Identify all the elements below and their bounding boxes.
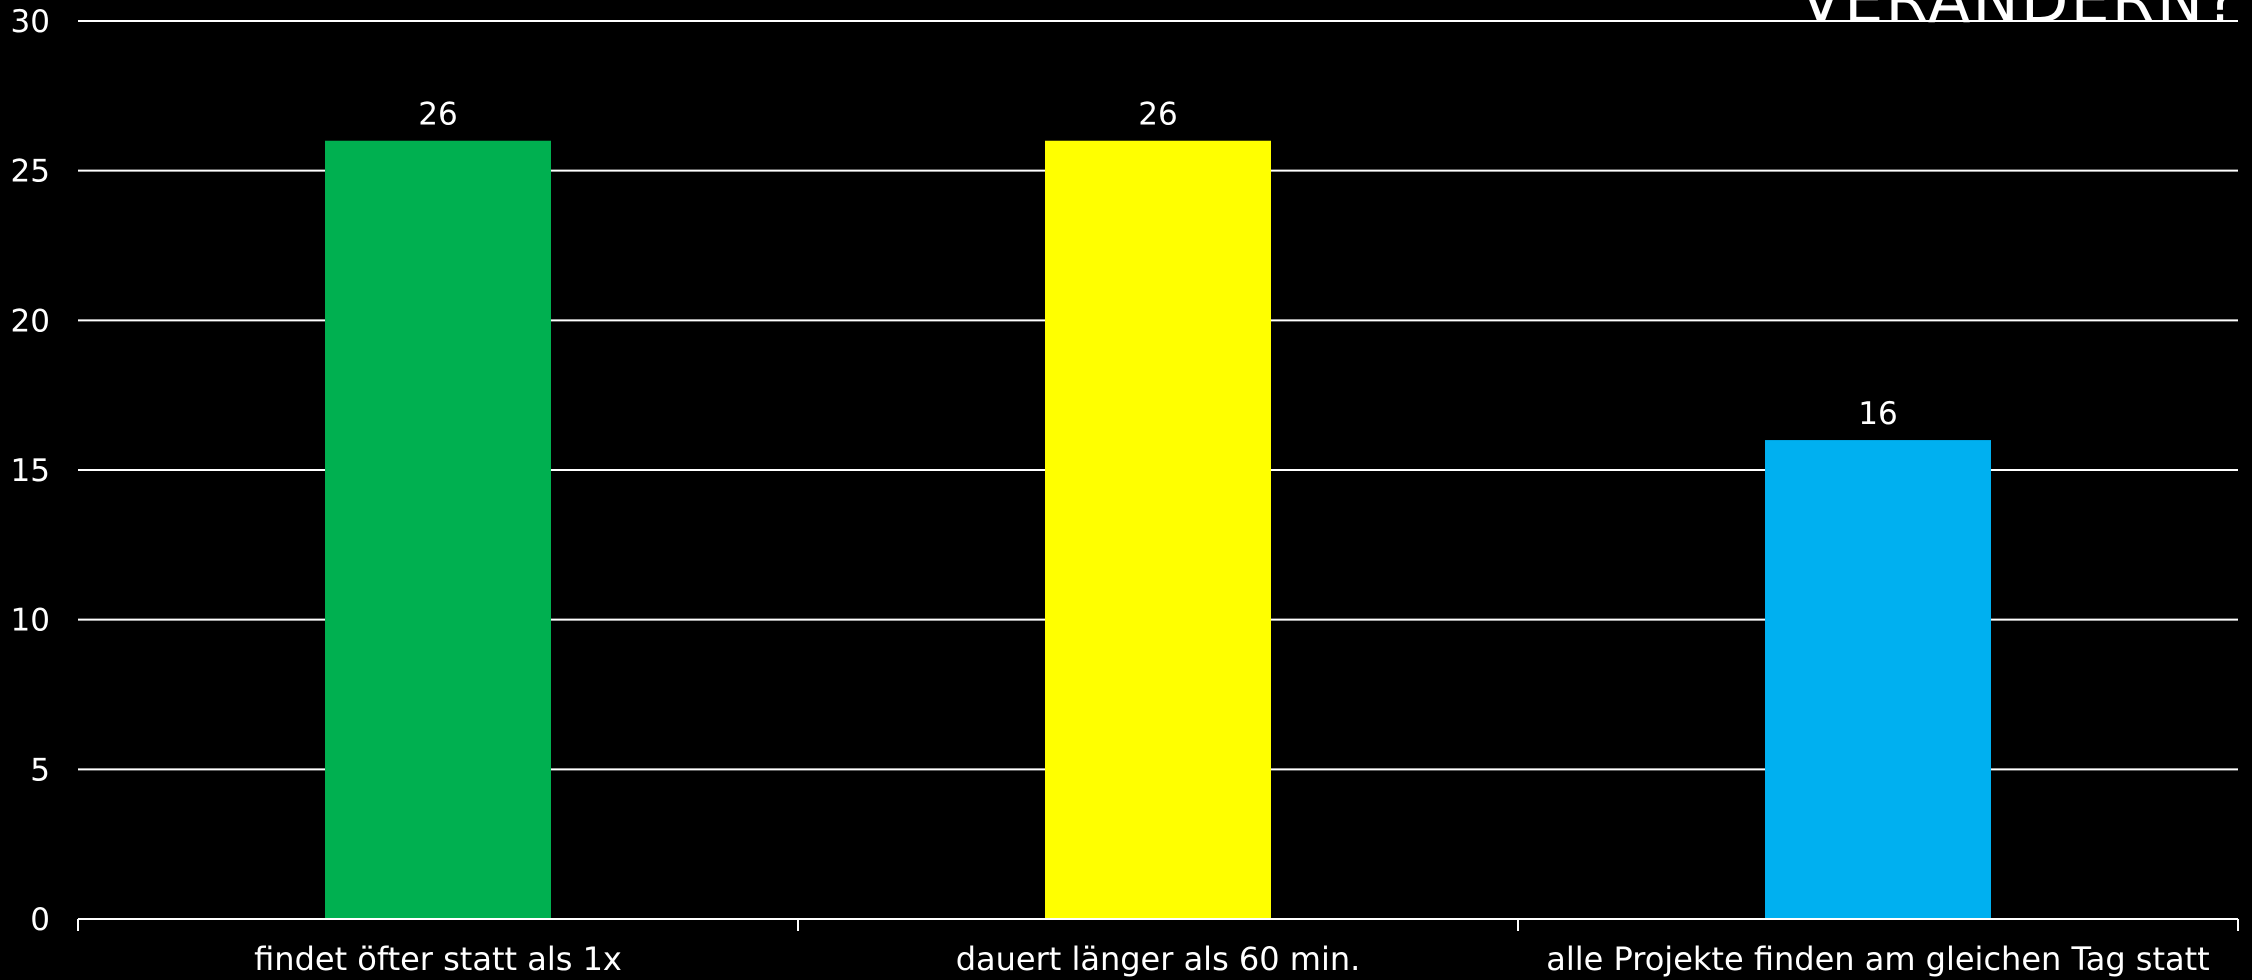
bar <box>1765 440 1991 919</box>
y-tick-label: 30 <box>11 4 50 40</box>
y-tick-label: 10 <box>11 603 50 639</box>
bar <box>325 140 551 919</box>
y-tick-label: 25 <box>11 154 50 190</box>
labels: 0 5 10 15 20 25 30 26 findet öfter statt als 1x 2… <box>11 4 2210 978</box>
x-tick-label: dauert länger als 60 min. <box>956 940 1361 978</box>
y-tick-label: 20 <box>11 303 50 339</box>
y-tick-label: 0 <box>30 902 50 938</box>
y-tick-label: 15 <box>11 453 50 489</box>
data-label: 26 <box>1138 97 1177 133</box>
chart-title: VERÄNDERN? <box>1800 0 2240 37</box>
bar <box>1045 140 1271 919</box>
bars <box>325 140 1991 919</box>
data-label: 26 <box>418 97 457 133</box>
y-tick-label: 5 <box>30 752 50 788</box>
x-tick-label: alle Projekte finden am gleichen Tag sta… <box>1546 940 2209 978</box>
x-tick-label: findet öfter statt als 1x <box>254 940 622 978</box>
x-axis <box>77 918 2239 931</box>
data-label: 16 <box>1858 396 1897 432</box>
